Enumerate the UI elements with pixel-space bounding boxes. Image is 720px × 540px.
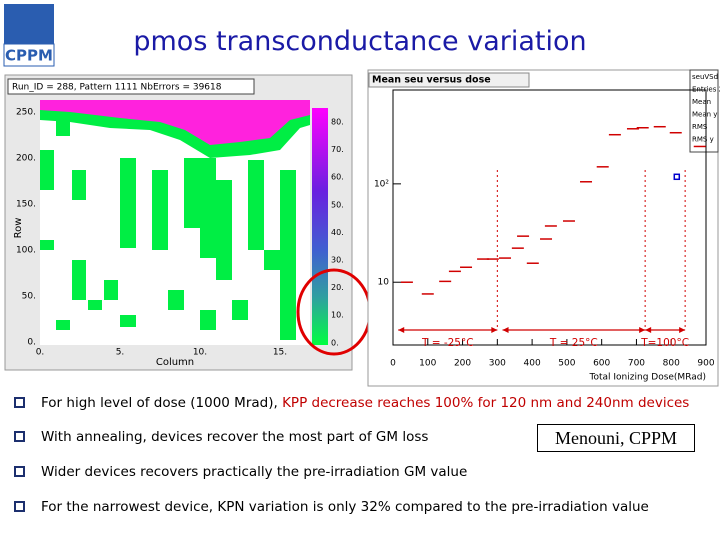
logo-text: CPPM [5,47,53,65]
bullet-marker [14,501,25,512]
bullet-marker [14,431,25,442]
x-tick-label: 5. [116,348,125,358]
y-tick-label: 50. [22,292,36,302]
stats-entry: Mean [692,98,711,106]
left-header-box [7,78,255,95]
x-axis-label: Total Ionizing Dose(MRad) [589,373,706,383]
colorbar-tick-label: 10. [331,311,344,320]
bullet-text: For the narrowest device, KPN variation … [41,499,649,515]
bullet-marker [14,466,25,477]
colorbar-tick-label: 30. [331,256,344,265]
y-tick-label: 0. [27,338,36,348]
x-tick-label: 10. [193,348,207,358]
bullet: With annealing, devices recover the most… [14,429,428,445]
y-tick-label: 100. [16,246,36,256]
colorbar-tick-label: 20. [331,283,344,292]
x-tick-label: 300 [489,359,506,369]
colorbar-tick-label: 60. [331,173,344,182]
bullet-text: KPP decrease reaches 100% for 120 nm and… [282,395,690,411]
stats-box [689,69,719,153]
y-tick-label: 10 [378,278,390,288]
y-tick-label: 200. [16,154,36,164]
x-tick-label: 800 [663,359,680,369]
y-axis-label: Row [13,218,24,239]
bullet: Wider devices recovers practically the p… [14,464,467,480]
range-label: T = -25°C [421,337,474,349]
colorbar-tick-label: 50. [331,200,344,209]
right-title-box [368,72,530,88]
x-tick-label: 15. [273,348,287,358]
logo-band [3,43,55,67]
x-tick-label: 200 [454,359,471,369]
right-title: Mean seu versus dose [372,75,491,86]
y-tick-label: 150. [16,200,36,210]
x-axis-label: Column [156,357,194,368]
slide-title: pmos transconductance variation [133,26,587,57]
y-tick-label: 10² [374,179,389,189]
bullet: For the narrowest device, KPN variation … [14,499,649,515]
x-tick-label: 400 [524,359,541,369]
bullet: For high level of dose (1000 Mrad), KPP … [14,395,689,411]
x-tick-label: 100 [419,359,436,369]
bullet-text: With annealing, devices recover the most… [41,429,429,445]
bullet-text: For high level of dose (1000 Mrad), [41,395,283,411]
range-label: T = 25°C [549,337,598,349]
x-tick-label: 900 [697,359,714,369]
colorbar-tick-label: 70. [331,145,344,154]
x-tick-label: 0 [390,359,396,369]
colorbar [312,108,328,345]
range-label: T=100°C [640,337,689,349]
bullet-marker [14,397,25,408]
colorbar-tick-label: 40. [331,228,344,237]
heatmap-top [40,100,310,145]
x-tick-label: 700 [628,359,645,369]
stats-entry: RMS [692,123,708,131]
x-tick-label: 500 [558,359,575,369]
right-plot-area [392,89,707,346]
bullet-text: Wider devices recovers practically the p… [41,464,468,480]
x-tick-label: 0. [36,348,45,358]
right-plot-frame [367,69,719,387]
stats-entry: RMS y [692,136,714,144]
heatmap-cells [40,112,296,340]
x-tick-label: 600 [593,359,610,369]
stats-entry: Mean y [692,111,717,119]
stats-entry: seuVSd [692,73,718,81]
left-header: Run_ID = 288, Pattern 1111 NbErrors = 39… [12,83,222,93]
extra-point [673,173,681,181]
colorbar-tick-label: 80. [331,118,344,127]
colorbar-tick-label: 0. [331,338,339,347]
credit-box: Menouni, CPPM [537,424,695,452]
stats-entry: Entries 2 [692,86,720,94]
y-tick-label: 250. [16,108,36,118]
figures: CPPM Run_ID = 288, Pattern 1111 NbErrors… [3,4,720,387]
